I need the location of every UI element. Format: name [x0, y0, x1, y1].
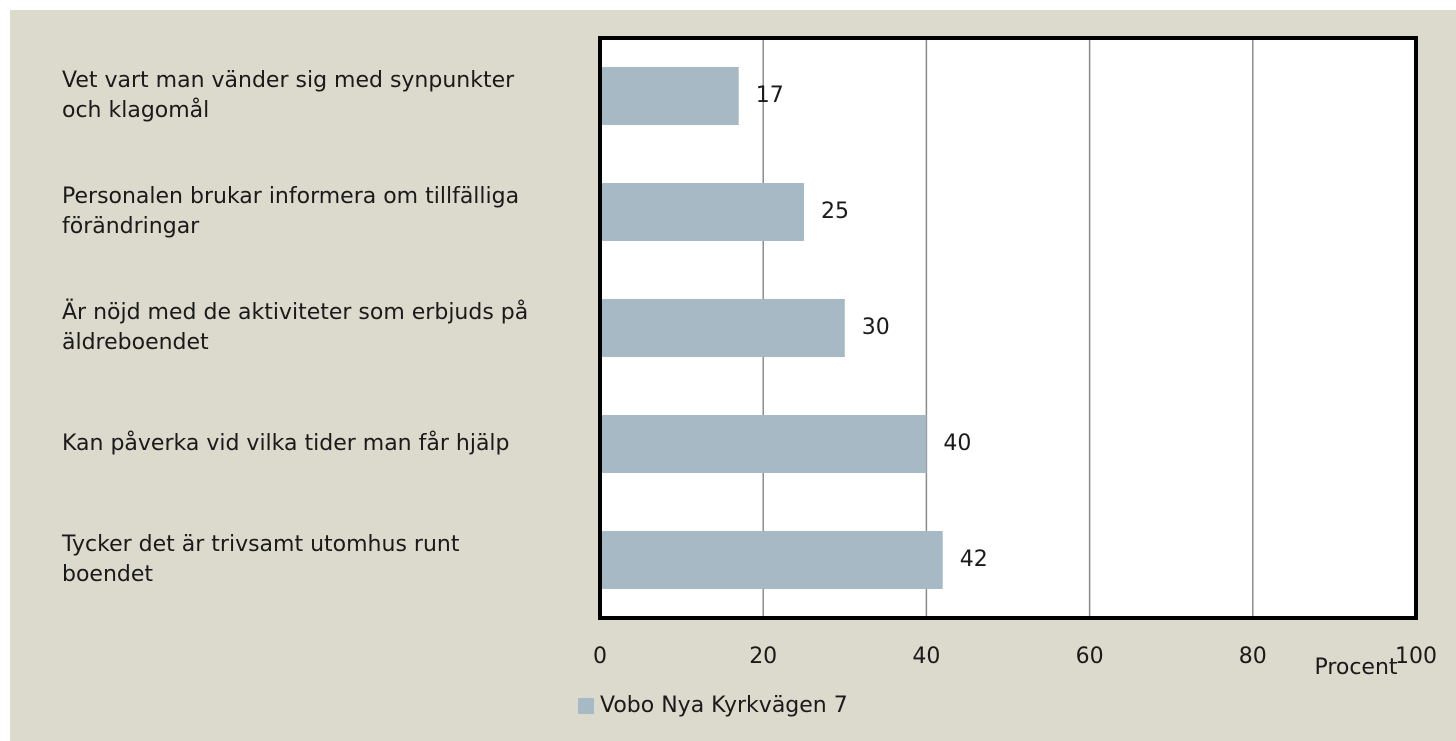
- x-axis-label: Procent: [1314, 655, 1397, 680]
- value-label: 25: [821, 199, 849, 224]
- y-tick-label: Personalen brukar informera om tillfälli…: [62, 184, 520, 239]
- value-label: 40: [943, 431, 971, 456]
- plot-border: [598, 36, 1418, 620]
- x-tick-label: 40: [912, 644, 940, 669]
- legend-swatch: [578, 698, 594, 714]
- bar: [600, 67, 739, 125]
- bar: [600, 299, 845, 357]
- x-tick-label: 20: [749, 644, 777, 669]
- value-label: 17: [756, 83, 784, 108]
- x-tick-label: 0: [593, 644, 607, 669]
- y-tick-label: Är nöjd med de aktiviteter som erbjuds p…: [62, 300, 529, 355]
- bar: [600, 531, 943, 589]
- legend-label: Vobo Nya Kyrkvägen 7: [600, 693, 848, 718]
- y-tick-label: Tycker det är trivsamt utomhus runt boen…: [62, 532, 460, 587]
- bar: [600, 183, 804, 241]
- x-tick-label: 80: [1239, 644, 1267, 669]
- value-label: 42: [960, 547, 988, 572]
- y-tick-label: Vet vart man vänder sig med synpunkter o…: [62, 68, 515, 123]
- value-label: 30: [862, 315, 890, 340]
- x-tick-label: 100: [1395, 644, 1437, 669]
- y-tick-label: Kan påverka vid vilka tider man får hjäl…: [62, 431, 510, 456]
- bar: [600, 415, 927, 473]
- x-tick-label: 60: [1076, 644, 1104, 669]
